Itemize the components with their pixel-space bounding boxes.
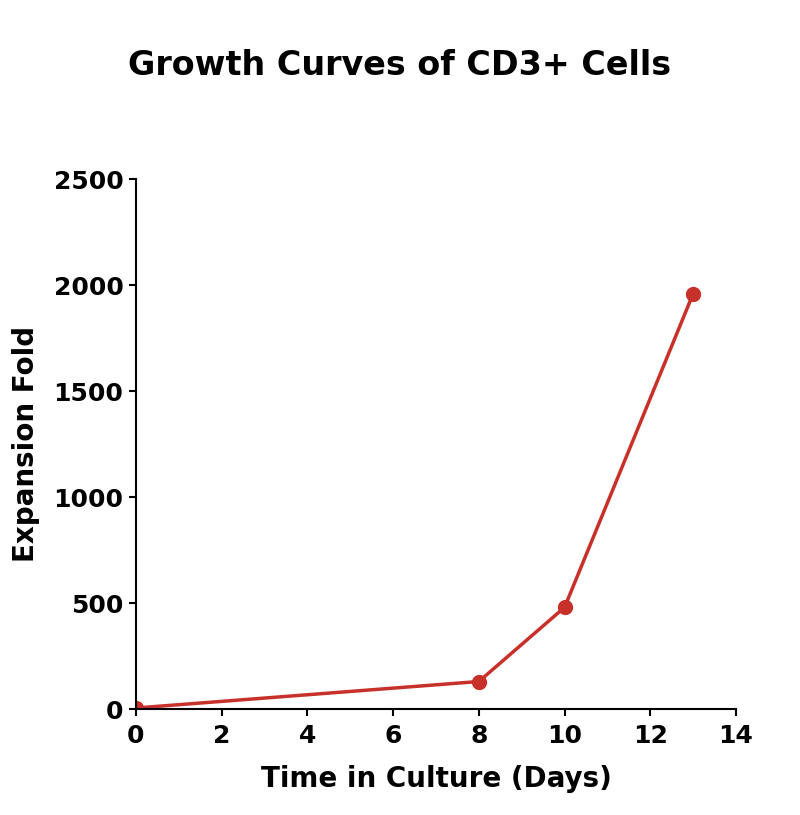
Y-axis label: Expansion Fold: Expansion Fold	[12, 326, 40, 562]
X-axis label: Time in Culture (Days): Time in Culture (Days)	[261, 765, 611, 793]
Text: Growth Curves of CD3+ Cells: Growth Curves of CD3+ Cells	[129, 49, 671, 82]
